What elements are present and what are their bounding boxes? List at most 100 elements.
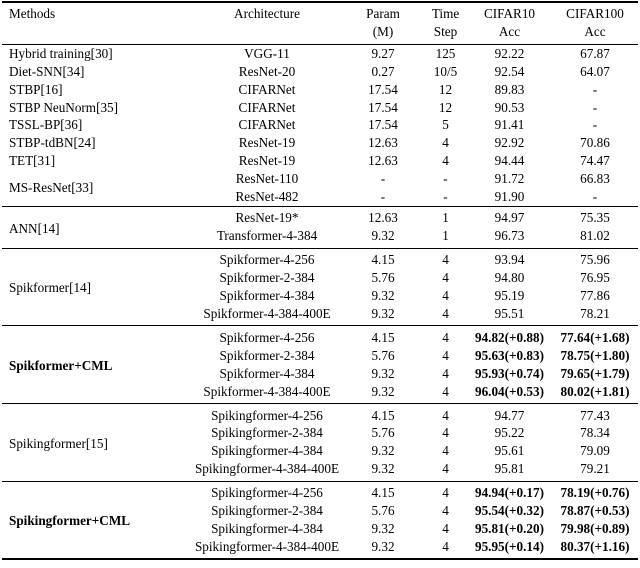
arch-cell: ResNet-110 — [235, 171, 299, 187]
param-cell: 9.32 — [371, 228, 395, 244]
param-cell: 12.63 — [368, 153, 398, 169]
table-row: TSSL-BP[36] CIFARNet 17.54 5 91.41 - — [2, 116, 638, 134]
arch-cell: Spikingformer-4-384 — [211, 443, 323, 459]
table-row: Diet-SNN[34] ResNet-20 0.27 10/5 92.54 64.07 — [2, 63, 638, 81]
c10-cell: 92.92 — [494, 135, 525, 151]
param-cell: - — [380, 189, 386, 205]
arch-cell: Spikingformer-4-384-400E — [194, 461, 340, 477]
c10-cell: 90.53 — [494, 99, 525, 115]
time-cell: 4 — [442, 135, 449, 151]
param-cell: 17.54 — [368, 117, 398, 133]
c100-cell: 70.86 — [580, 135, 610, 151]
table-row: Spikingformer-2-384 5.76 4 95.54(+0.32) 78.8… — [2, 502, 638, 520]
arch-cell: Spikformer-4-256 — [219, 252, 315, 268]
arch-cell: Spikformer-4-384 — [219, 365, 315, 381]
arch-cell: Spikingformer-4-384-400E — [194, 538, 340, 554]
arch-cell: Spikformer-4-384-400E — [203, 306, 331, 321]
param-cell: 12.63 — [368, 210, 398, 226]
time-cell: 4 — [442, 252, 449, 268]
arch-cell: CIFARNet — [238, 99, 296, 115]
header-cifar100-line2: Acc — [584, 23, 606, 39]
arch-cell: Spikformer-4-384 — [219, 288, 315, 304]
time-cell: 4 — [442, 407, 449, 423]
c10-cell: 91.90 — [494, 189, 525, 205]
method-cell: ANN[14] — [9, 220, 60, 236]
time-cell: - — [443, 171, 448, 187]
table-row: Spikingformer-4-384-400E 9.32 4 95.95(+0.14… — [2, 538, 638, 559]
arch-cell: Spikingformer-4-256 — [211, 485, 323, 501]
method-cell: STBP NeuNorm[35] — [9, 99, 119, 115]
header-row: Methods Architecture Param (M) Time Step… — [2, 2, 638, 44]
param-cell: 4.15 — [371, 252, 395, 268]
c10-cell: 95.19 — [494, 288, 525, 304]
c100-cell: - — [592, 99, 598, 115]
c100-cell: - — [592, 189, 598, 205]
table-row: MS-ResNet[33] ResNet-110 - - 91.72 66.83 — [2, 170, 638, 195]
c10-cell: 94.97 — [494, 210, 525, 226]
c10-cell: 94.82(+0.88) — [474, 329, 545, 345]
param-cell: 9.27 — [371, 45, 395, 61]
table-row: TET[31] ResNet-19 12.63 4 94.44 74.47 — [2, 152, 638, 170]
header-architecture: Architecture — [192, 2, 342, 44]
time-cell: 4 — [442, 306, 449, 321]
arch-cell: Spikformer-2-384 — [219, 270, 315, 286]
c100-cell: 64.07 — [580, 63, 610, 79]
param-cell: 4.15 — [371, 485, 395, 501]
c100-cell: 77.64(+1.68) — [560, 329, 630, 345]
arch-cell: ResNet-482 — [235, 189, 299, 205]
param-cell: 9.32 — [371, 461, 395, 477]
method-cell: Hybrid training[30] — [9, 45, 113, 61]
param-cell: - — [380, 171, 386, 187]
time-cell: 4 — [442, 425, 449, 441]
header-param: Param (M) — [342, 2, 424, 44]
time-cell: 4 — [442, 329, 449, 345]
param-cell: 9.32 — [371, 538, 395, 554]
c100-cell: 79.65(+1.79) — [560, 365, 630, 381]
header-architecture-label: Architecture — [234, 6, 300, 21]
c100-cell: 79.09 — [580, 443, 610, 459]
table-row: Spikformer-2-384 5.76 4 94.80 76.95 — [2, 269, 638, 287]
time-cell: 4 — [442, 288, 449, 304]
arch-cell: CIFARNet — [238, 81, 296, 97]
table-row: STBP-tdBN[24] ResNet-19 12.63 4 92.92 70.86 — [2, 134, 638, 152]
time-cell: 4 — [442, 153, 449, 169]
param-cell: 0.27 — [371, 63, 395, 79]
arch-cell: VGG-11 — [244, 45, 290, 61]
param-cell: 5.76 — [371, 425, 395, 441]
c10-cell: 95.51 — [494, 306, 525, 321]
header-cifar100: CIFAR100 Acc — [552, 2, 638, 44]
c10-cell: 96.04(+0.53) — [474, 383, 545, 399]
param-cell: 17.54 — [368, 81, 398, 97]
time-cell: 4 — [442, 503, 449, 519]
param-cell: 9.32 — [371, 365, 395, 381]
method-cell: TSSL-BP[36] — [9, 117, 83, 133]
arch-cell: Transformer-4-384 — [216, 228, 318, 244]
time-cell: 4 — [442, 538, 449, 554]
param-cell: 9.32 — [371, 383, 395, 399]
method-cell: Spikingformer+CML — [9, 513, 131, 529]
c10-cell: 95.81(+0.20) — [474, 520, 545, 536]
header-param-line2: (M) — [372, 23, 394, 39]
c10-cell: 92.22 — [494, 45, 525, 61]
arch-cell: CIFARNet — [238, 117, 296, 133]
c10-cell: 89.83 — [494, 81, 525, 97]
param-cell: 9.32 — [371, 288, 395, 304]
table-row: ResNet-482 - - 91.90 - — [2, 188, 638, 206]
time-cell: 12 — [438, 81, 453, 97]
c100-cell: 78.19(+0.76) — [560, 485, 630, 501]
table-row: Spikformer-2-384 5.76 4 95.63(+0.83) 78.75(+… — [2, 347, 638, 365]
table-row: Spikingformer[15] Spikingformer-4-256 4.15… — [2, 404, 638, 451]
c10-cell: 95.63(+0.83) — [474, 347, 545, 363]
param-cell: 12.63 — [368, 135, 398, 151]
c100-cell: 80.37(+1.16) — [560, 538, 630, 554]
param-cell: 4.15 — [371, 407, 395, 423]
c100-cell: 74.47 — [580, 153, 610, 169]
table-row: ANN[14] ResNet-19* 12.63 1 94.97 75.35 — [2, 206, 638, 235]
c10-cell: 94.94(+0.17) — [474, 485, 545, 501]
table-row: Spikingformer-4-384-400E 9.32 4 95.81 79.21 — [2, 460, 638, 481]
header-cifar10-line1: CIFAR10 — [483, 6, 536, 21]
time-cell: 4 — [442, 520, 449, 536]
c10-cell: 94.80 — [494, 270, 525, 286]
arch-cell: Spikingformer-4-384 — [211, 520, 323, 536]
header-methods-label: Methods — [9, 6, 56, 21]
